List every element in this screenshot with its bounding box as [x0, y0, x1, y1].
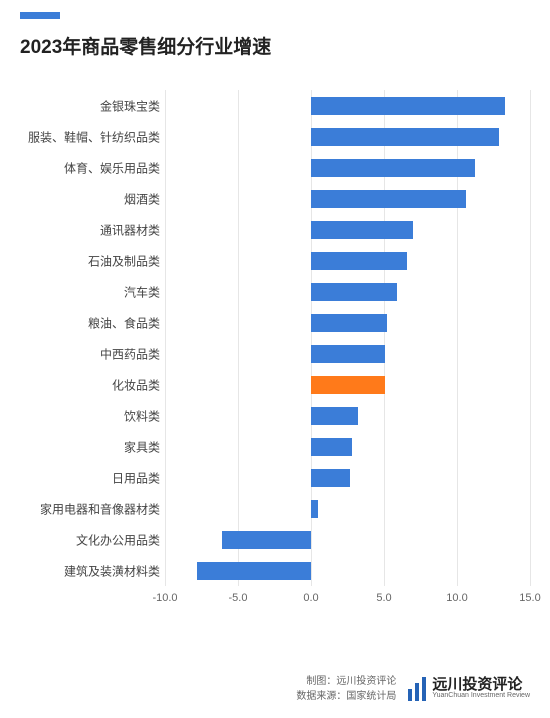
category-label: 建筑及装潢材料类	[0, 562, 160, 579]
logo-bars-icon	[408, 677, 426, 701]
footer: 制图：远川投资评论 数据来源：国家统计局 远川投资评论 YuanChuan In…	[296, 674, 530, 704]
chart-row: 日用品类	[0, 462, 550, 493]
bar	[311, 314, 387, 332]
category-label: 文化办公用品类	[0, 531, 160, 548]
bar	[197, 562, 311, 580]
bar	[311, 97, 505, 115]
bar	[311, 221, 413, 239]
chart-row: 中西药品类	[0, 338, 550, 369]
x-tick-label: 15.0	[519, 592, 540, 604]
chart-row: 化妆品类	[0, 369, 550, 400]
x-tick-label: -10.0	[152, 592, 177, 604]
category-label: 日用品类	[0, 469, 160, 486]
credit-line-2: 数据来源：国家统计局	[296, 689, 396, 704]
logo-text-cn: 远川投资评论	[432, 677, 530, 692]
category-label: 中西药品类	[0, 345, 160, 362]
category-label: 家用电器和音像器材类	[0, 500, 160, 517]
chart-row: 烟酒类	[0, 183, 550, 214]
category-label: 烟酒类	[0, 190, 160, 207]
category-label: 体育、娱乐用品类	[0, 159, 160, 176]
category-label: 通讯器材类	[0, 221, 160, 238]
chart-row: 家具类	[0, 431, 550, 462]
bar	[311, 407, 358, 425]
category-label: 饮料类	[0, 407, 160, 424]
bar	[311, 128, 499, 146]
chart-row: 金银珠宝类	[0, 90, 550, 121]
category-label: 金银珠宝类	[0, 97, 160, 114]
chart-row: 建筑及装潢材料类	[0, 555, 550, 586]
category-label: 石油及制品类	[0, 252, 160, 269]
bar	[311, 283, 397, 301]
chart-area: 金银珠宝类服装、鞋帽、针纺织品类体育、娱乐用品类烟酒类通讯器材类石油及制品类汽车…	[0, 90, 550, 635]
bar	[311, 345, 385, 363]
chart-title: 2023年商品零售细分行业增速	[20, 32, 271, 59]
bar	[311, 190, 466, 208]
x-tick-label: 5.0	[376, 592, 391, 604]
chart-row: 石油及制品类	[0, 245, 550, 276]
chart-row: 体育、娱乐用品类	[0, 152, 550, 183]
bar	[311, 376, 385, 394]
bar	[311, 438, 352, 456]
logo-text-en: YuanChuan Investment Review	[432, 692, 530, 700]
chart-row: 家用电器和音像器材类	[0, 493, 550, 524]
brand-logo: 远川投资评论 YuanChuan Investment Review	[408, 677, 530, 701]
x-tick-label: 10.0	[446, 592, 467, 604]
category-label: 汽车类	[0, 283, 160, 300]
credit-line-1: 制图：远川投资评论	[296, 674, 396, 689]
chart-row: 通讯器材类	[0, 214, 550, 245]
category-label: 化妆品类	[0, 376, 160, 393]
category-label: 粮油、食品类	[0, 314, 160, 331]
chart-row: 汽车类	[0, 276, 550, 307]
chart-row: 饮料类	[0, 400, 550, 431]
logo-text: 远川投资评论 YuanChuan Investment Review	[432, 677, 530, 700]
bar	[222, 531, 311, 549]
category-label: 服装、鞋帽、针纺织品类	[0, 128, 160, 145]
category-label: 家具类	[0, 438, 160, 455]
bar	[311, 252, 407, 270]
accent-bar	[20, 12, 60, 19]
chart-row: 服装、鞋帽、针纺织品类	[0, 121, 550, 152]
x-tick-label: -5.0	[229, 592, 248, 604]
footer-credits: 制图：远川投资评论 数据来源：国家统计局	[296, 674, 396, 704]
bar	[311, 469, 350, 487]
chart-row: 粮油、食品类	[0, 307, 550, 338]
chart-row: 文化办公用品类	[0, 524, 550, 555]
x-tick-label: 0.0	[303, 592, 318, 604]
bar	[311, 500, 318, 518]
bar	[311, 159, 475, 177]
